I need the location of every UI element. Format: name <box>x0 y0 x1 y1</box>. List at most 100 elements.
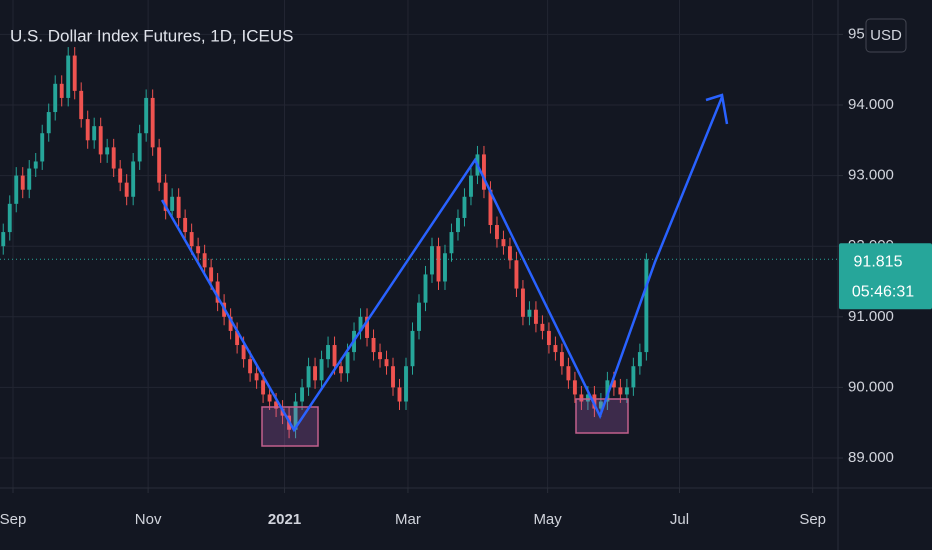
currency-button[interactable] <box>865 18 907 53</box>
candle-body <box>404 366 408 402</box>
candle-body <box>637 352 642 367</box>
candle-body <box>540 323 545 331</box>
candle-body <box>20 175 25 190</box>
candle-body <box>7 203 12 233</box>
candle-body <box>430 246 434 275</box>
candle-body <box>72 55 77 91</box>
x-tick-label: Jul <box>670 511 689 528</box>
candle-body <box>358 316 363 331</box>
candle-body <box>644 259 649 353</box>
candle-body <box>449 232 454 254</box>
candle-body <box>209 267 214 282</box>
x-tick-label: Mar <box>395 511 421 528</box>
candle-body <box>131 161 136 197</box>
candle-body <box>293 401 298 430</box>
candle-body <box>111 147 116 169</box>
x-tick-label: Sep <box>0 511 26 528</box>
candle-body <box>85 119 90 141</box>
candle-body <box>566 366 571 381</box>
candle-body <box>553 345 558 353</box>
candle-body <box>624 387 629 395</box>
candle-body <box>157 147 162 183</box>
candle-body <box>196 246 201 254</box>
candle-body <box>1 232 6 247</box>
candle-body <box>235 330 240 346</box>
candle-body <box>14 175 19 204</box>
candle-body <box>254 373 259 381</box>
candle-body <box>514 260 519 289</box>
candle-body <box>326 345 331 360</box>
candle-body <box>267 394 272 402</box>
candle-body <box>456 217 460 233</box>
candles <box>1 47 649 439</box>
candle-body <box>124 182 129 197</box>
candle-body <box>611 380 616 388</box>
drawings <box>160 93 729 447</box>
box <box>575 398 629 434</box>
candle-body <box>482 154 486 190</box>
candle-body <box>144 97 149 134</box>
countdown: 05:46:31 <box>852 283 914 300</box>
candle-body <box>79 90 84 120</box>
candle-body <box>585 394 590 402</box>
candle-body <box>579 394 584 402</box>
last-price-box <box>839 243 932 310</box>
candle-body <box>274 401 279 409</box>
candle-body <box>46 112 51 134</box>
candle-body <box>150 97 155 148</box>
candle-body <box>410 330 415 367</box>
candle-body <box>527 309 532 317</box>
candle-body <box>137 133 142 162</box>
candle-body <box>605 380 610 402</box>
candle-body <box>371 337 376 353</box>
trend-line <box>160 96 724 433</box>
candle-body <box>345 352 350 374</box>
candle-body <box>33 161 38 169</box>
candle-body <box>228 316 233 331</box>
candle-body <box>92 126 97 141</box>
candle-body <box>365 316 369 338</box>
candle-body <box>241 345 246 360</box>
candle-body <box>384 359 389 367</box>
last-price: 91.815 <box>854 253 903 270</box>
chart-title: U.S. Dollar Index Futures, 1D, ICEUS <box>10 26 293 45</box>
candle-body <box>215 281 220 303</box>
candle-body <box>378 352 382 360</box>
candle-body <box>631 366 636 388</box>
candle-body <box>105 147 110 155</box>
candle-body <box>417 302 421 331</box>
box <box>261 406 319 447</box>
candle-body <box>261 380 266 395</box>
grid <box>0 0 838 488</box>
candle-body <box>533 309 538 324</box>
candle-body <box>462 196 467 218</box>
arrow-head <box>705 93 729 125</box>
candle-body <box>170 196 175 211</box>
candle-body <box>443 253 447 282</box>
currency-label[interactable]: USD <box>870 27 902 44</box>
candle-body <box>391 366 395 388</box>
candle-body <box>507 246 512 261</box>
candle-body <box>189 232 194 247</box>
candle-body <box>520 288 525 317</box>
candle-body <box>40 133 45 162</box>
x-tick-label: May <box>533 511 562 528</box>
x-tick-label: Sep <box>799 511 826 528</box>
candle-body <box>306 366 311 388</box>
candle-body <box>469 175 473 197</box>
candle-body <box>572 380 577 395</box>
candle-body <box>436 246 441 282</box>
candle-body <box>248 359 253 374</box>
candle-body <box>202 253 207 268</box>
candle-body <box>592 394 597 409</box>
y-tick-label: 89.000 <box>848 449 894 466</box>
y-tick-label: 91.000 <box>848 308 894 325</box>
candle-body <box>488 189 493 226</box>
candle-body <box>598 401 603 409</box>
candle-body <box>495 225 499 240</box>
candle-body <box>313 366 318 381</box>
candle-body <box>423 274 428 303</box>
x-tick-label: 2021 <box>268 511 301 528</box>
